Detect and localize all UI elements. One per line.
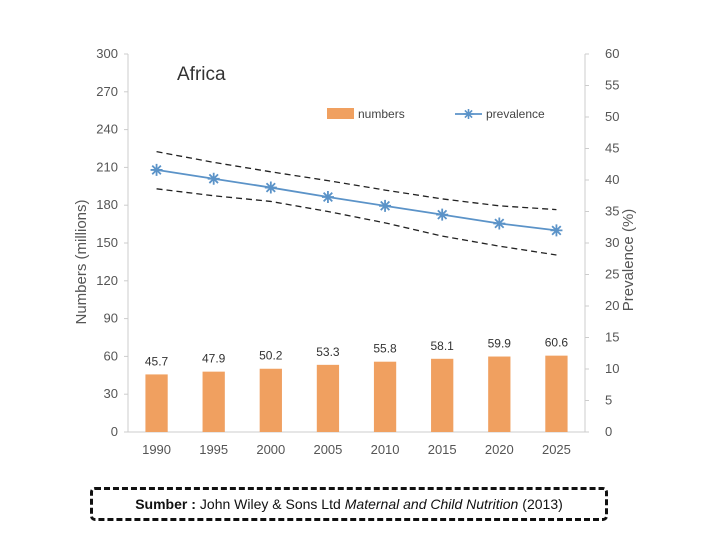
- bar: [373, 361, 397, 432]
- right-tick-label: 35: [605, 204, 619, 219]
- x-tick-label: 2020: [485, 442, 514, 457]
- left-tick-label: 300: [96, 46, 118, 61]
- right-tick-label: 45: [605, 141, 619, 156]
- right-axis-title: Prevalence (%): [620, 209, 637, 312]
- prevalence-line: [156, 169, 557, 232]
- left-tick-label: 30: [104, 386, 118, 401]
- legend-numbers-swatch: [327, 108, 354, 119]
- right-tick-label: 40: [605, 172, 619, 187]
- bar: [145, 374, 168, 432]
- legend-prevalence-marker: [463, 109, 474, 119]
- legend-numbers-label: numbers: [358, 107, 405, 121]
- source-label: Sumber :: [135, 496, 196, 512]
- bar-value-label: 55.8: [373, 342, 397, 356]
- left-tick-label: 90: [104, 311, 118, 326]
- bar: [488, 356, 511, 432]
- left-tick-label: 270: [96, 84, 118, 99]
- bar-value-label: 60.6: [545, 336, 569, 350]
- prevalence-point: [379, 199, 392, 212]
- right-tick-label: 5: [605, 393, 612, 408]
- bar-value-label: 53.3: [316, 345, 340, 359]
- upper-bound-line: [156, 151, 557, 211]
- source-year: (2013): [522, 496, 563, 512]
- bar: [431, 358, 454, 432]
- x-tick-label: 2000: [256, 442, 285, 457]
- prevalence-point: [321, 191, 334, 204]
- bar-value-label: 50.2: [259, 349, 283, 363]
- bars: 45.7 47.9 50.2 53.3 55.8 58.1 59.9 60.6: [145, 336, 569, 432]
- confidence-bounds: [156, 151, 557, 256]
- prevalence-point: [550, 224, 563, 237]
- legend: numbers prevalence: [327, 107, 545, 121]
- x-tick-label: 1990: [142, 442, 171, 457]
- left-tick-label: 120: [96, 273, 118, 288]
- lower-bound-line: [156, 188, 557, 256]
- right-tick-label: 60: [605, 46, 619, 61]
- bar: [545, 355, 568, 432]
- chart-title: Africa: [177, 64, 226, 85]
- bar-value-label: 45.7: [145, 354, 169, 368]
- left-axis: 0 30 60 90 120 150 180 210 240 270 300: [96, 46, 129, 439]
- prevalence-series: [150, 163, 563, 237]
- bar-value-label: 58.1: [431, 339, 455, 353]
- left-tick-label: 180: [96, 197, 118, 212]
- right-tick-label: 10: [605, 361, 619, 376]
- right-tick-label: 30: [605, 235, 619, 250]
- left-axis-title: Numbers (millions): [73, 199, 90, 324]
- right-tick-label: 20: [605, 298, 619, 313]
- bar-value-label: 59.9: [488, 337, 512, 351]
- bar: [316, 364, 340, 432]
- x-tick-label: 2025: [542, 442, 571, 457]
- right-axis: 0 5 10 15 20 25 30 35 40 45 50 55 60: [584, 46, 619, 439]
- right-tick-label: 55: [605, 78, 619, 93]
- left-tick-label: 0: [111, 424, 118, 439]
- prevalence-point: [493, 217, 506, 230]
- bar: [202, 371, 225, 432]
- source-title: Maternal and Child Nutrition: [344, 496, 519, 512]
- left-tick-label: 150: [96, 235, 118, 250]
- x-tick-label: 2010: [371, 442, 400, 457]
- x-tick-label: 1995: [199, 442, 228, 457]
- bar: [259, 368, 282, 432]
- prevalence-point: [207, 172, 220, 185]
- prevalence-point: [150, 163, 163, 176]
- source-citation: Sumber : John Wiley & Sons Ltd Maternal …: [90, 487, 608, 521]
- left-tick-label: 240: [96, 122, 118, 137]
- legend-prevalence-label: prevalence: [486, 107, 545, 121]
- right-tick-label: 50: [605, 109, 619, 124]
- prevalence-point: [264, 181, 277, 194]
- left-tick-label: 60: [104, 348, 118, 363]
- right-tick-label: 0: [605, 424, 612, 439]
- bar-value-label: 47.9: [202, 352, 226, 366]
- right-tick-label: 15: [605, 330, 619, 345]
- source-publisher: John Wiley & Sons Ltd: [199, 496, 341, 512]
- prevalence-point: [436, 208, 449, 221]
- x-tick-label: 2005: [313, 442, 342, 457]
- x-axis: 1990 1995 2000 2005 2010 2015 2020 2025: [128, 431, 585, 457]
- left-tick-label: 210: [96, 159, 118, 174]
- x-tick-label: 2015: [428, 442, 457, 457]
- right-tick-label: 25: [605, 267, 619, 282]
